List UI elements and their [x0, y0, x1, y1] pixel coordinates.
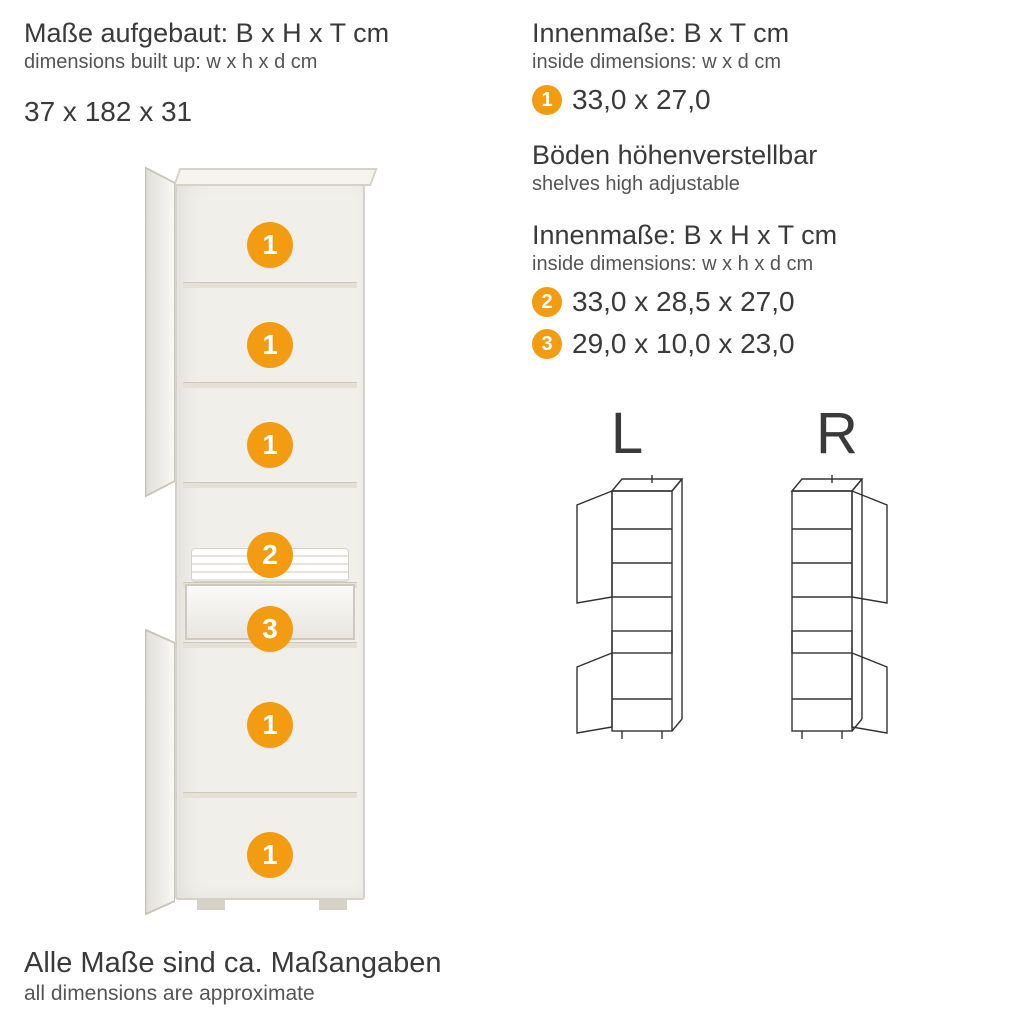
cabinet-shelf: [183, 282, 357, 288]
compartment-badge-1: 1: [247, 222, 293, 268]
cabinet-illustration: 1 1 1 2 3 1 1: [30, 170, 510, 900]
right-header-col: Innenmaße: B x T cm inside dimensions: w…: [532, 18, 1000, 766]
inner-dim1-heading-de: Innenmaße: B x T cm: [532, 18, 1000, 49]
lr-right-label: R: [762, 400, 912, 467]
cabinet-shelf: [183, 792, 357, 798]
dim3-value: 29,0 x 10,0 x 23,0: [572, 328, 795, 360]
shelves-note-de: Böden höhenverstellbar: [532, 140, 1000, 171]
inner-dim2-heading-en: inside dimensions: w x h x d cm: [532, 253, 1000, 276]
compartment-badge-1: 1: [247, 422, 293, 468]
lr-diagrams: L: [532, 400, 1000, 766]
cabinet-foot: [197, 898, 225, 910]
footer-en: all dimensions are approximate: [24, 982, 1000, 1006]
footer: Alle Maße sind ca. Maßangaben all dimens…: [24, 937, 1000, 1006]
outer-dim-heading-de: Maße aufgebaut: B x H x T cm: [24, 18, 492, 49]
footer-de: Alle Maße sind ca. Maßangaben: [24, 947, 1000, 980]
mini-cabinet-left: [552, 471, 702, 761]
cabinet-body: 1 1 1 2 3 1 1: [175, 180, 365, 900]
dim1-row: 1 33,0 x 27,0: [532, 84, 1000, 116]
badge-2-icon: 2: [532, 287, 562, 317]
cabinet-door-open: [145, 167, 175, 498]
dim2-row: 2 33,0 x 28,5 x 27,0: [532, 286, 1000, 318]
cabinet-door-open: [145, 629, 175, 916]
mini-cabinet-right: [762, 471, 912, 761]
cabinet-foot: [319, 898, 347, 910]
cabinet-top-panel: [173, 168, 378, 186]
badge-3-icon: 3: [532, 329, 562, 359]
lr-left-label: L: [552, 400, 702, 467]
dim3-row: 3 29,0 x 10,0 x 23,0: [532, 328, 1000, 360]
dim1-value: 33,0 x 27,0: [572, 84, 711, 116]
inner-dim2-heading-de: Innenmaße: B x H x T cm: [532, 220, 1000, 251]
cabinet-shelf: [183, 382, 357, 388]
dim2-value: 33,0 x 28,5 x 27,0: [572, 286, 795, 318]
lr-right-col: R: [762, 400, 912, 766]
compartment-badge-3: 3: [247, 606, 293, 652]
outer-dim-value: 37 x 182 x 31: [24, 96, 492, 128]
compartment-badge-1: 1: [247, 832, 293, 878]
compartment-badge-2: 2: [247, 532, 293, 578]
cabinet-shelf: [183, 482, 357, 488]
compartment-badge-1: 1: [247, 702, 293, 748]
lr-left-col: L: [552, 400, 702, 766]
inner-dim1-heading-en: inside dimensions: w x d cm: [532, 51, 1000, 74]
compartment-badge-1: 1: [247, 322, 293, 368]
outer-dim-heading-en: dimensions built up: w x h x d cm: [24, 51, 492, 74]
shelves-note-en: shelves high adjustable: [532, 173, 1000, 196]
badge-1-icon: 1: [532, 85, 562, 115]
